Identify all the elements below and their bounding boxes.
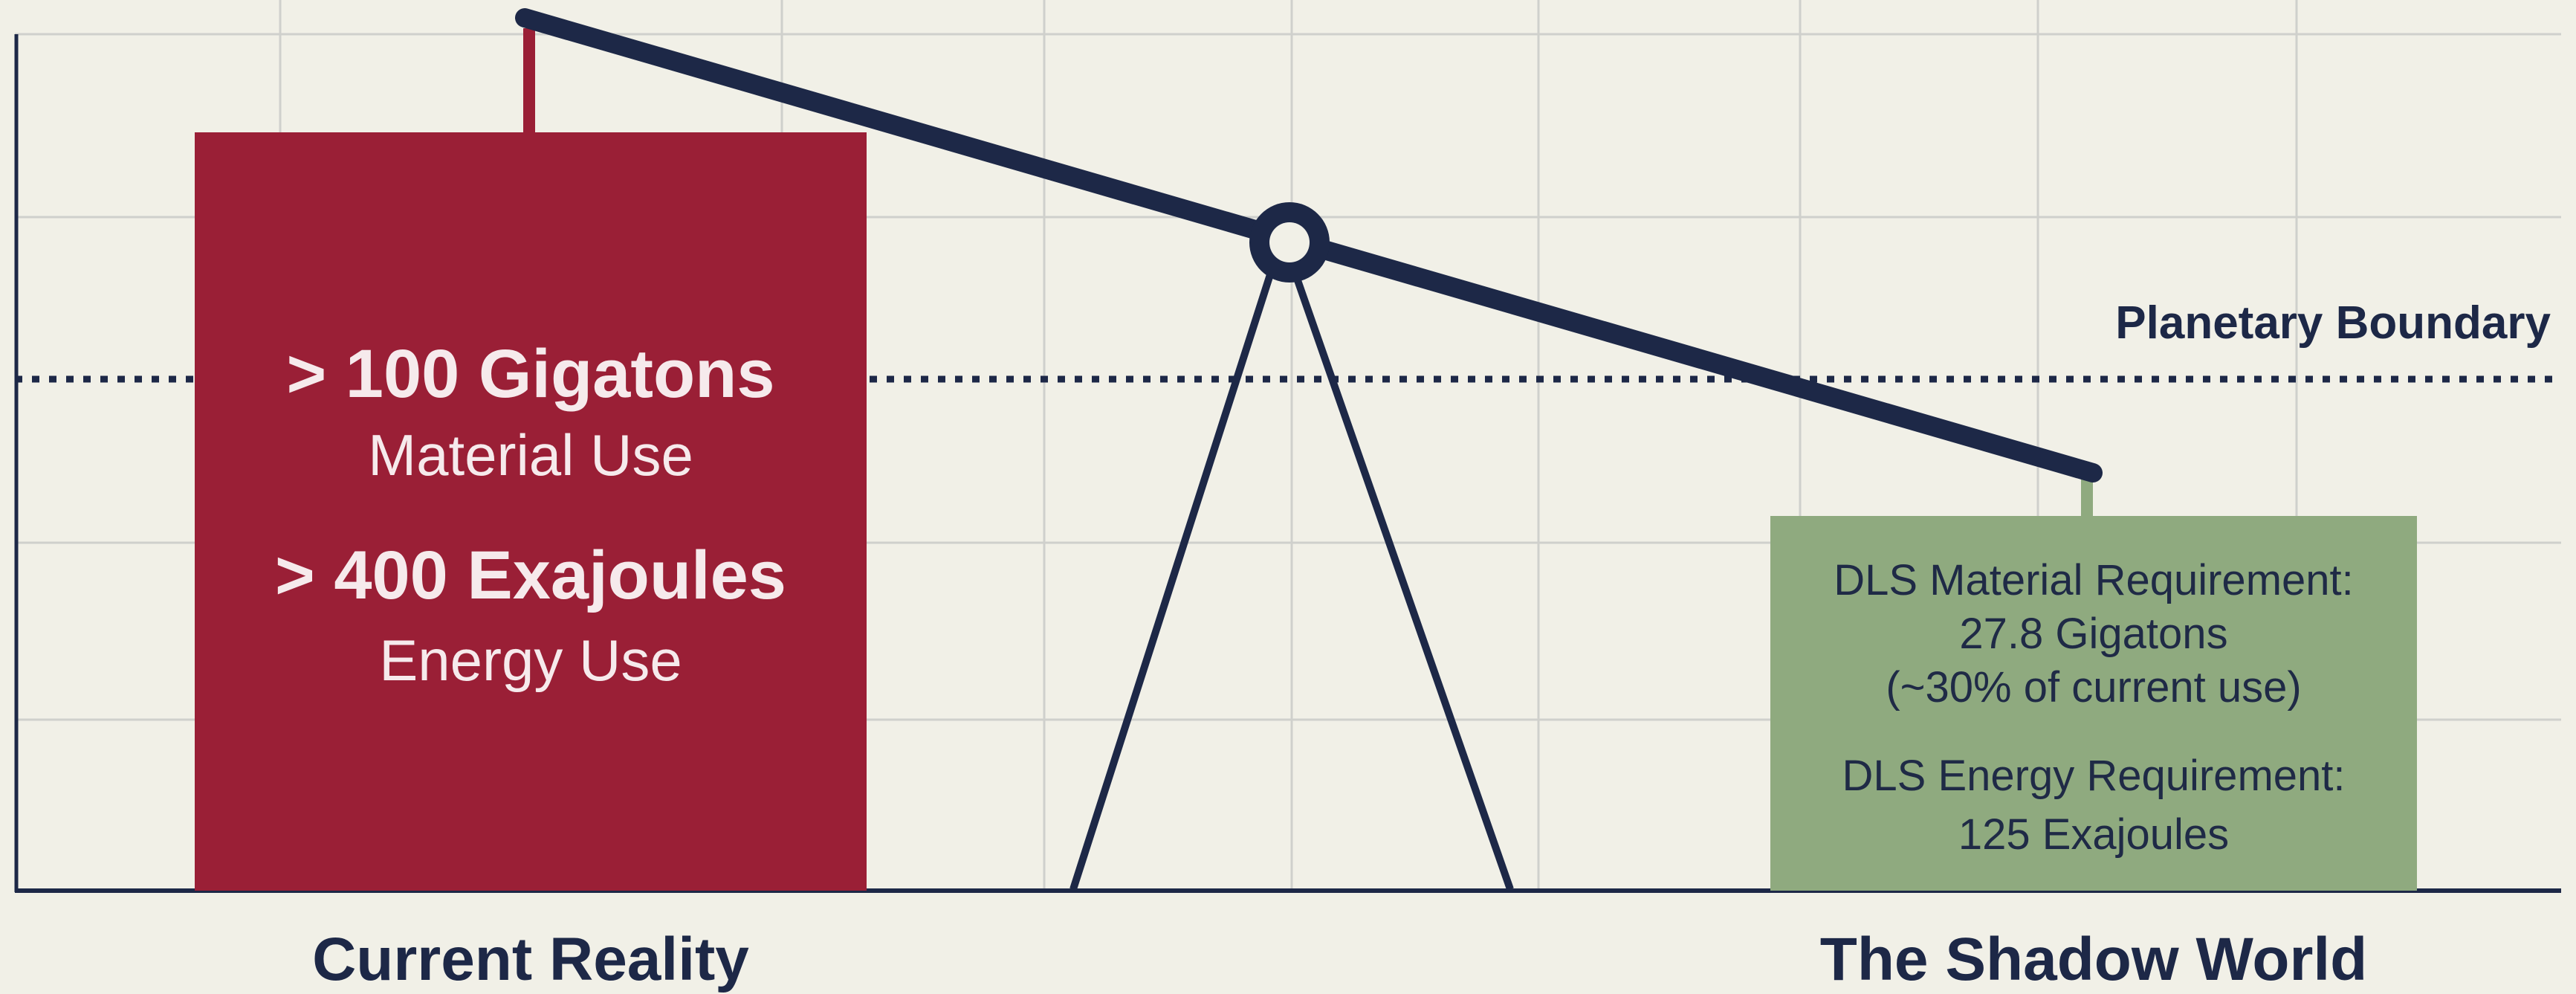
shadow-energy-heading: DLS Energy Requirement: — [1842, 752, 2346, 800]
current-material-caption: Material Use — [368, 422, 693, 488]
current-material-value: > 100 Gigatons — [286, 336, 775, 412]
current-energy-caption: Energy Use — [379, 627, 682, 693]
shadow-material-note: (~30% of current use) — [1886, 663, 2302, 711]
planetary-boundary-label: Planetary Boundary — [2115, 297, 2551, 349]
current-energy-value: > 400 Exajoules — [275, 538, 786, 613]
shadow-material-heading: DLS Material Requirement: — [1834, 556, 2354, 604]
pivot-hole — [1269, 222, 1310, 262]
shadow-world-box — [1770, 516, 2417, 891]
shadow-world-label: The Shadow World — [1819, 926, 2368, 993]
shadow-material-value: 27.8 Gigatons — [1959, 610, 2228, 658]
current-reality-box — [195, 132, 867, 891]
current-reality-label: Current Reality — [312, 926, 749, 993]
shadow-energy-value: 125 Exajoules — [1958, 810, 2230, 859]
